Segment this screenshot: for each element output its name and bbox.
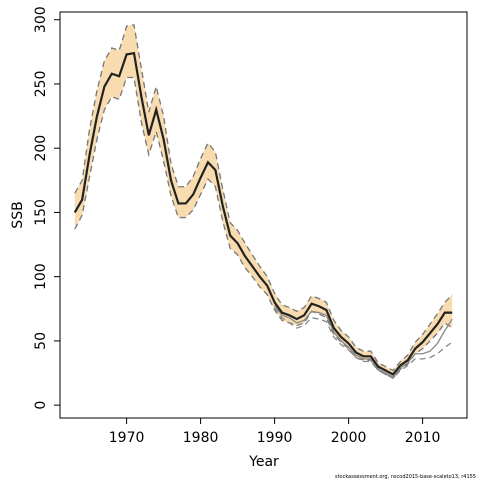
y-tick-label: 300 — [33, 6, 49, 33]
dashed-line — [74, 76, 453, 379]
x-axis-title: Year — [248, 454, 279, 470]
y-tick-label: 150 — [33, 199, 49, 226]
y-tick-label: 100 — [33, 263, 49, 290]
x-tick-label: 1990 — [257, 430, 293, 446]
y-tick-label: 250 — [33, 71, 49, 98]
plot-frame — [59, 11, 468, 419]
x-tick-label: 2010 — [405, 430, 441, 446]
confidence-band — [74, 24, 453, 379]
line — [73, 51, 453, 376]
x-tick-label: 2000 — [331, 430, 367, 446]
source-note: stockassessment.org, nscod2015-base-scal… — [335, 474, 476, 480]
y-tick-label: 50 — [33, 332, 49, 350]
x-tick-label: 1980 — [183, 430, 219, 446]
dashed-line — [274, 307, 453, 379]
y-tick-label: 200 — [33, 135, 49, 162]
y-axis-title: SSB — [10, 201, 26, 228]
dashed-line — [74, 24, 453, 372]
line — [274, 304, 453, 378]
x-tick-label: 1970 — [109, 430, 145, 446]
y-tick-label: 0 — [33, 401, 49, 410]
